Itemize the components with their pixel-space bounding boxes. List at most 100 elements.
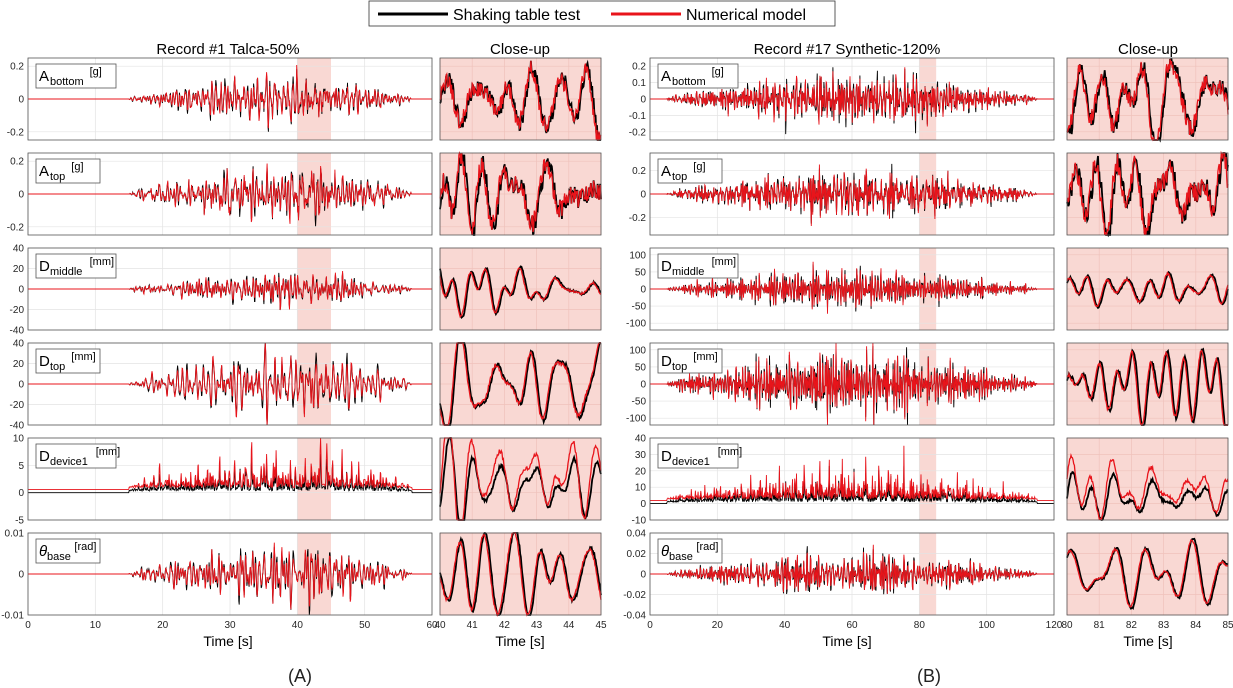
channel-label-box	[35, 253, 117, 279]
channel-label-box	[657, 348, 723, 374]
channel-unit: [mm]	[718, 446, 742, 458]
panel-a-2: 40 20 0 -20 -40 D middle [mm]	[10, 244, 433, 337]
channel-label-box	[35, 348, 101, 374]
y-tick-label: 10	[635, 483, 647, 494]
closeup-x-tick-label: 41	[467, 620, 479, 631]
y-tick-label: 20	[635, 466, 647, 477]
closeup-line-test	[439, 532, 602, 616]
x-tick-label: 120	[1046, 620, 1063, 631]
y-tick-label: -0.2	[629, 127, 647, 138]
y-tick-label: 0.2	[10, 62, 24, 73]
y-tick-label: 0	[18, 488, 24, 499]
legend-label-test: Shaking table test	[453, 7, 581, 24]
closeup-line-model	[439, 437, 602, 521]
channel-symbol: A	[661, 163, 671, 180]
group-a-closeup-title: Close-up	[490, 41, 550, 58]
series-line-model	[650, 164, 1054, 227]
closeup-a-4	[439, 437, 602, 521]
closeup-frame	[1066, 437, 1229, 521]
channel-unit: [mm]	[96, 446, 120, 458]
closeup-line-test	[1066, 270, 1229, 310]
legend: Shaking table test Numerical model	[368, 0, 836, 27]
y-tick-label: 0	[18, 570, 24, 581]
y-tick-label: 100	[629, 345, 646, 356]
panel-b-4: 40 30 20 10 0 -10 D device1 [mm]	[632, 434, 1055, 527]
y-tick-label: 0.04	[627, 529, 647, 540]
panel-a-5: 0.010-0.010 10 20 30 40 50 60θ base[rad]	[1, 529, 438, 632]
closeup-line-test	[439, 437, 602, 521]
closeup-frame	[439, 57, 602, 141]
y-tick-label: 100	[629, 250, 646, 261]
series-line-model	[650, 544, 1054, 594]
y-tick-label: -40	[10, 326, 25, 337]
y-tick-label: -0.04	[623, 611, 646, 622]
channel-subscript: top	[50, 361, 65, 373]
closeup-line-model	[1066, 271, 1229, 308]
y-tick-label: 0.2	[632, 166, 646, 177]
y-tick-label: 0	[640, 499, 646, 510]
channel-label: θ base[rad]	[35, 538, 101, 564]
panel-b-0: 0.2 0.1 0 -0.1 -0.2 A bottom [g]	[629, 57, 1055, 141]
x-tick-label: 0	[647, 620, 653, 631]
channel-label-box	[657, 253, 739, 279]
plot-frame	[649, 342, 1055, 426]
panel-a-1: 0.2 0 -0.2 A top [g]	[7, 152, 433, 236]
y-tick-label: 30	[635, 450, 647, 461]
y-tick-label: -0.1	[629, 111, 647, 122]
channel-unit: [g]	[712, 66, 724, 78]
y-tick-label: -40	[10, 421, 25, 432]
y-tick-label: -0.2	[7, 127, 25, 138]
y-tick-label: -50	[632, 302, 647, 313]
y-tick-label: 0.02	[627, 549, 647, 560]
channel-symbol: A	[39, 68, 49, 85]
closeup-frame	[439, 437, 602, 521]
y-tick-label: 5	[18, 461, 24, 472]
channel-symbol: A	[661, 68, 671, 85]
channel-label-box	[657, 538, 723, 564]
closeup-x-tick-label: 43	[531, 620, 543, 631]
plot-frame	[27, 57, 433, 141]
closeup-line-test	[1066, 58, 1229, 143]
y-tick-label: 50	[635, 267, 647, 278]
closeup-frame	[1066, 57, 1229, 141]
y-tick-label: 0.1	[632, 78, 646, 89]
channel-unit: [g]	[90, 66, 102, 78]
group-b-closeup-title: Close-up	[1118, 41, 1178, 58]
plot-frame	[27, 152, 433, 236]
channel-unit: [rad]	[696, 541, 718, 553]
channel-label-box	[657, 158, 723, 184]
channel-symbol: D	[39, 258, 50, 275]
closeup-window-highlight	[919, 438, 937, 520]
closeup-x-tick-label: 40	[434, 620, 446, 631]
channel-symbol: D	[661, 448, 672, 465]
y-tick-label: 0	[640, 95, 646, 106]
x-tick-label: 40	[292, 620, 304, 631]
closeup-line-model	[1066, 349, 1229, 426]
y-tick-label: -50	[632, 397, 647, 408]
channel-subscript: base	[47, 551, 71, 563]
y-tick-label: 50	[635, 362, 647, 373]
x-tick-label: 100	[978, 620, 995, 631]
channel-subscript: top	[672, 361, 687, 373]
x-tick-label: 60	[426, 620, 438, 631]
group-a-closeup-xlabel: Time [s]	[495, 633, 544, 649]
closeup-x-tick-label: 45	[595, 620, 607, 631]
channel-unit: [g]	[71, 161, 83, 173]
x-tick-label: 60	[846, 620, 858, 631]
y-tick-label: -100	[626, 319, 646, 330]
closeup-line-model	[439, 60, 602, 141]
closeup-b-2	[1066, 247, 1229, 331]
channel-symbol: A	[39, 163, 49, 180]
x-tick-label: 30	[224, 620, 236, 631]
closeup-line-model	[439, 342, 601, 426]
closeup-line-test	[1066, 347, 1228, 426]
closeup-x-tick-label: 81	[1094, 620, 1106, 631]
